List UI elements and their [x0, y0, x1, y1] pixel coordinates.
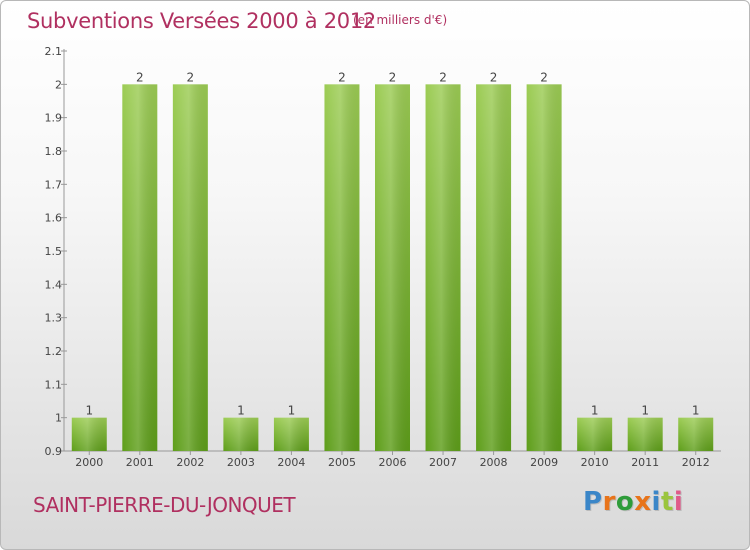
bar-value-label: 1: [692, 404, 700, 418]
x-tick-label: 2003: [227, 456, 255, 469]
logo-letter: i: [673, 487, 684, 517]
bar-value-label: 1: [641, 404, 649, 418]
y-tick-label: 1.5: [45, 245, 63, 258]
y-tick-label: 1.3: [45, 312, 63, 325]
bar-shine: [678, 417, 714, 451]
x-tick-label: 2000: [75, 456, 103, 469]
y-tick-label: 1: [55, 412, 62, 425]
logo-letter: r: [602, 487, 616, 517]
y-tick-label: 2.1: [45, 45, 63, 58]
bar-shine: [223, 417, 259, 451]
bar-shine: [526, 84, 562, 451]
logo-letter: x: [634, 487, 652, 517]
bar-value-label: 2: [187, 70, 195, 84]
bar-value-label: 2: [389, 70, 397, 84]
bar-shine: [71, 417, 107, 451]
bar-shine: [627, 417, 663, 451]
bar-shine: [425, 84, 461, 451]
bar-value-label: 2: [540, 70, 548, 84]
x-tick-label: 2009: [530, 456, 558, 469]
x-tick-label: 2004: [277, 456, 305, 469]
bar-shine: [375, 84, 410, 451]
bar-shine: [324, 84, 360, 451]
y-tick-label: 1.4: [45, 278, 63, 291]
bar-value-label: 1: [85, 404, 93, 418]
y-tick-label: 1.9: [45, 112, 63, 125]
bar-shine: [273, 417, 309, 451]
x-tick-label: 2006: [379, 456, 407, 469]
proxiti-logo: Proxiti: [583, 487, 683, 517]
commune-name: SAINT-PIERRE-DU-JONQUET: [33, 493, 296, 517]
y-tick-label: 0.9: [45, 445, 63, 458]
y-tick-label: 1.1: [45, 378, 63, 391]
x-tick-label: 2005: [328, 456, 356, 469]
bar-value-label: 2: [490, 70, 498, 84]
x-tick-label: 2012: [682, 456, 710, 469]
logo-letter: P: [583, 487, 603, 517]
x-tick-label: 2011: [631, 456, 659, 469]
bar-value-label: 2: [338, 70, 346, 84]
x-tick-label: 2008: [480, 456, 508, 469]
y-tick-label: 1.7: [45, 178, 63, 191]
bar-value-label: 1: [288, 404, 296, 418]
x-tick-label: 2010: [581, 456, 609, 469]
y-tick-label: 1.2: [45, 345, 63, 358]
chart-unit-note: (en milliers d'€): [353, 13, 448, 27]
y-tick-label: 1.6: [45, 212, 63, 225]
bar-value-label: 1: [591, 404, 599, 418]
x-tick-label: 2001: [126, 456, 154, 469]
y-tick-label: 1.8: [45, 145, 63, 158]
x-tick-label: 2007: [429, 456, 457, 469]
logo-letter: o: [615, 487, 635, 517]
y-tick-label: 2: [55, 78, 62, 91]
logo-letter: t: [660, 487, 674, 517]
bar-shine: [577, 417, 613, 451]
bar-value-label: 2: [136, 70, 144, 84]
chart-title: Subventions Versées 2000 à 2012: [27, 9, 376, 33]
x-tick-label: 2002: [176, 456, 204, 469]
bar-shine: [122, 84, 158, 451]
bar-value-label: 2: [439, 70, 447, 84]
logo-letter: i: [651, 487, 661, 517]
bar-shine: [476, 84, 512, 451]
bar-value-label: 1: [237, 404, 245, 418]
bar-shine: [172, 84, 208, 451]
